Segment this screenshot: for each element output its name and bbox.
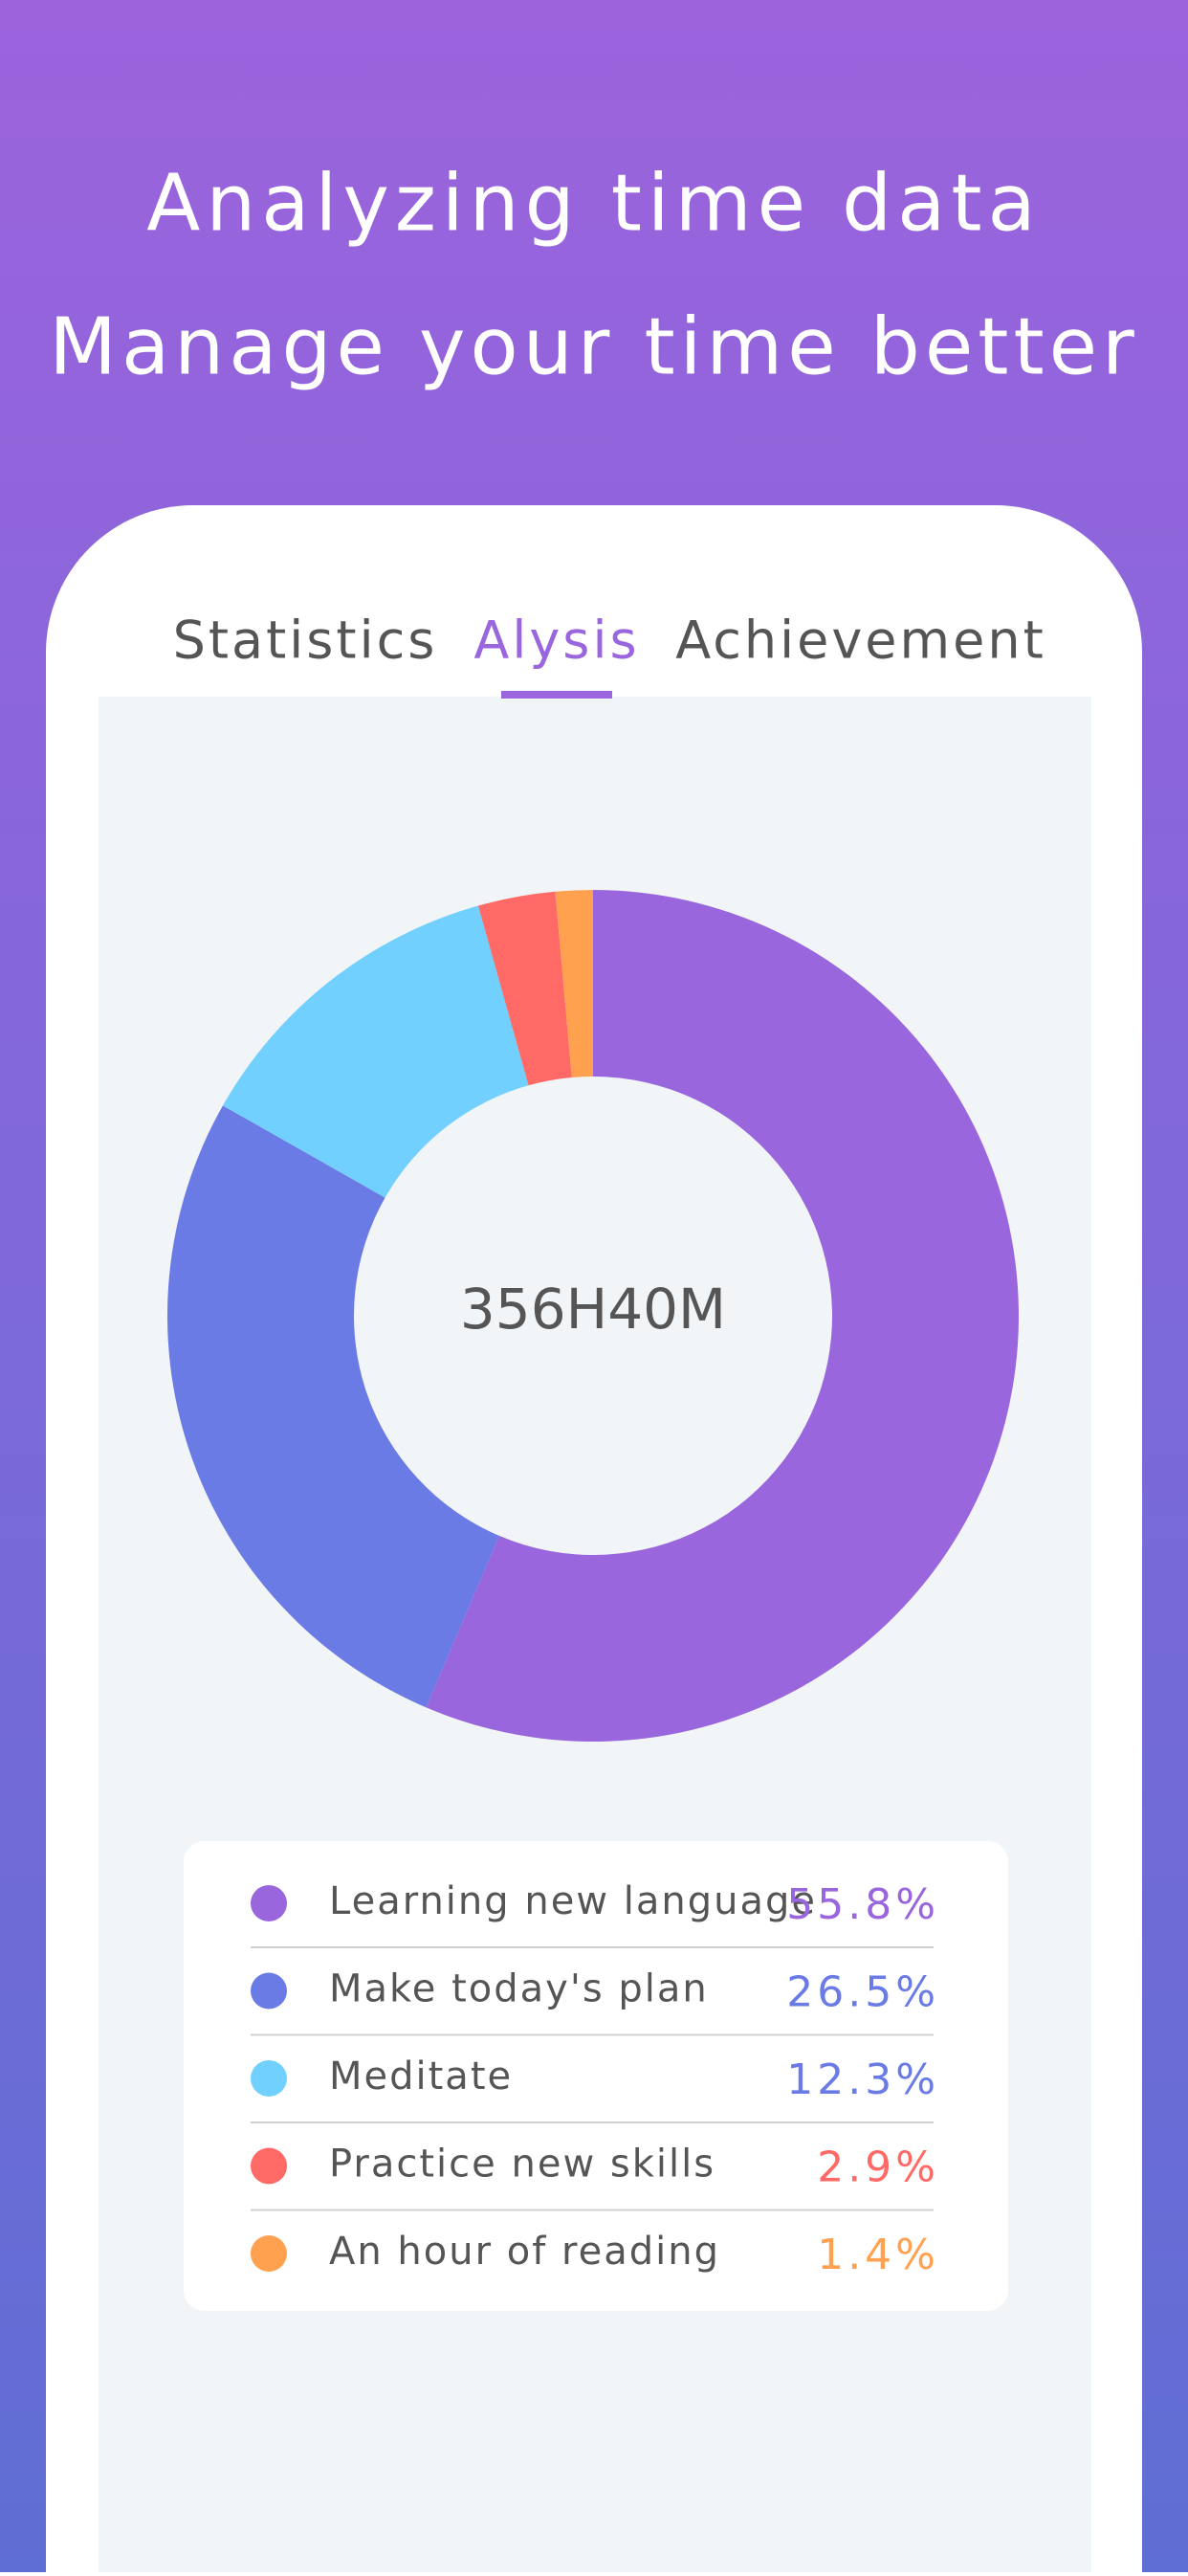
value-label: 55.8% <box>786 1880 939 1929</box>
tab-indicator <box>501 691 612 699</box>
legend-label: An hour of reading <box>329 2230 720 2274</box>
legend-dot <box>251 2060 287 2097</box>
pie-slice <box>555 890 593 1077</box>
legend-label: Meditate <box>329 2054 513 2099</box>
tab[interactable]: Statistics <box>173 611 438 671</box>
legend-label: Learning new language <box>329 1879 817 1923</box>
donut-chart: 356H40M <box>166 890 1019 1742</box>
legend-label: Practice new skills <box>329 2143 715 2187</box>
legend-dot <box>251 1972 287 2010</box>
legend-label: Make today's plan <box>329 1967 709 2011</box>
legend-card <box>184 1841 1008 2311</box>
value-label: 26.5% <box>786 1968 939 2017</box>
tab[interactable]: Achievement <box>675 611 1046 671</box>
tab-bar: Statistics Alysis Achievement <box>173 611 1046 699</box>
pie-slice <box>166 1105 499 1708</box>
legend-dot <box>251 2235 287 2272</box>
pie-slice <box>426 890 1019 1742</box>
value-label: 2.9% <box>817 2143 939 2192</box>
tab[interactable]: Alysis <box>473 611 639 671</box>
legend-dot <box>251 1885 287 1921</box>
legend-dot <box>251 2147 287 2185</box>
pie-slice <box>477 891 572 1086</box>
pie-slice <box>222 905 529 1198</box>
center-label: 356H40M <box>460 1277 726 1342</box>
headline: Manage your time better <box>49 301 1139 392</box>
value-label: 12.3% <box>786 2055 939 2104</box>
value-label: 1.4% <box>817 2231 939 2279</box>
headline: Analyzing time data <box>146 158 1042 249</box>
